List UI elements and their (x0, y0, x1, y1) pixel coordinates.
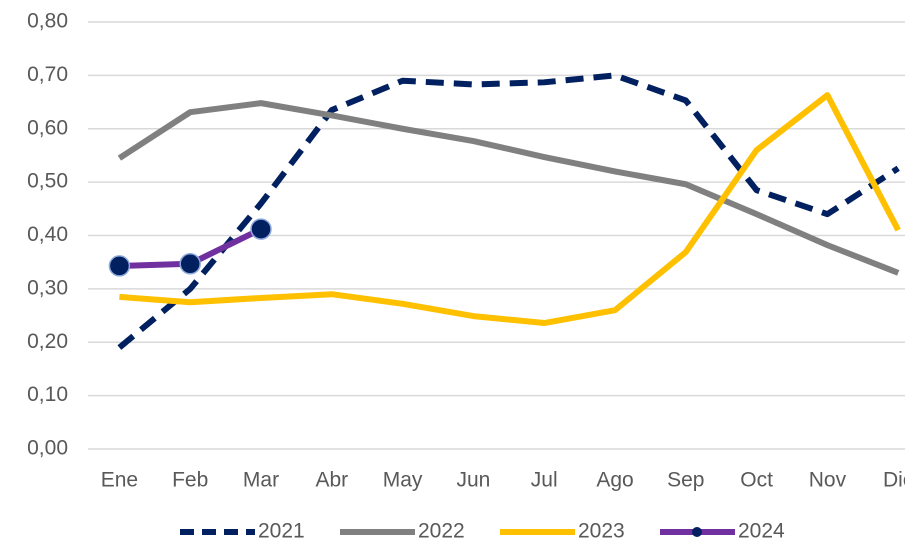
x-tick-label: Sep (667, 469, 704, 492)
series-line (117, 72, 900, 350)
y-tick-label: 0,30 (27, 276, 68, 299)
x-tick-label: Jun (456, 469, 490, 492)
y-tick-label: 0,50 (27, 170, 68, 193)
point-marker (179, 253, 201, 275)
x-tick-label: Jul (531, 469, 558, 492)
legend-label: 2022 (418, 520, 465, 542)
series-line (117, 100, 900, 276)
x-tick-label: Dic (883, 469, 905, 492)
y-tick-label: 0,60 (27, 116, 68, 139)
x-tick-label: Abr (315, 469, 348, 492)
legend-label: 2024 (738, 520, 785, 542)
legend-marker (692, 527, 702, 537)
y-tick-label: 0,10 (27, 383, 68, 406)
x-tick-label: Mar (243, 469, 279, 492)
x-tick-label: Feb (172, 469, 208, 492)
series-line (119, 92, 901, 327)
point-marker (250, 218, 272, 240)
x-tick-label: May (383, 469, 423, 492)
x-tick-label: Ene (101, 469, 138, 492)
point-marker (108, 255, 131, 277)
y-tick-label: 0,20 (27, 330, 68, 353)
y-tick-label: 0,40 (27, 223, 68, 246)
legend-label: 2023 (578, 520, 625, 542)
x-tick-label: Nov (809, 469, 847, 492)
y-tick-label: 0,00 (27, 437, 68, 460)
x-tick-label: Ago (596, 469, 633, 492)
y-tick-label: 0,80 (27, 10, 68, 33)
y-tick-label: 0,70 (27, 63, 68, 86)
x-tick-label: Oct (740, 469, 773, 492)
legend-label: 2021 (258, 520, 305, 542)
